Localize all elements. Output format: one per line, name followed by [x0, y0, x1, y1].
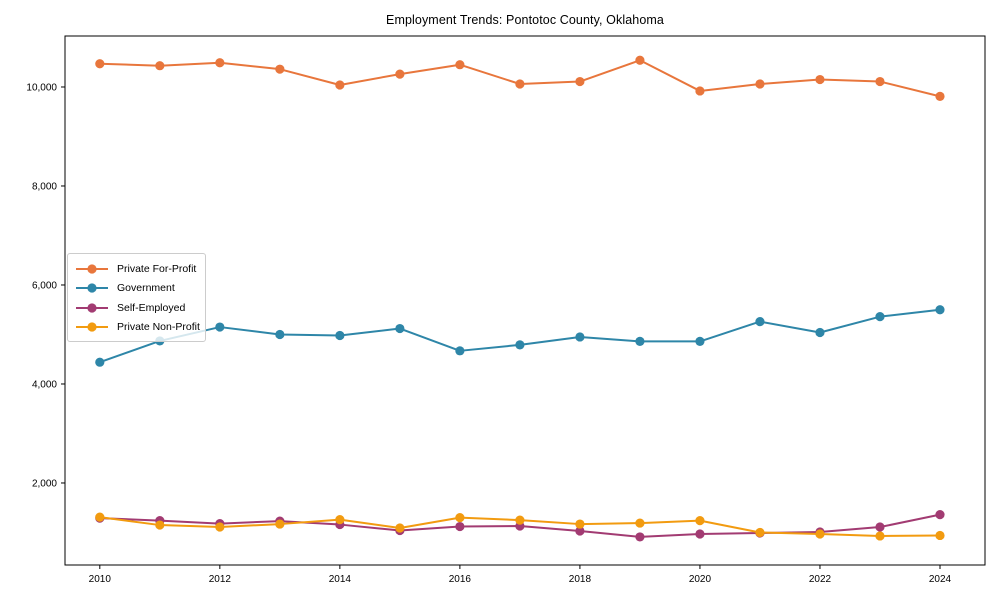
series-line-government — [98, 308, 941, 364]
data-point-private-for-profit — [935, 91, 945, 101]
data-point-self-employed — [575, 526, 585, 536]
legend-item-self-employed: Self-Employed — [74, 298, 199, 318]
data-point-government — [95, 357, 105, 367]
data-point-private-non-profit — [95, 512, 105, 522]
data-point-private-non-profit — [935, 530, 945, 541]
data-point-private-for-profit — [155, 61, 165, 71]
legend-label: Government — [117, 282, 175, 295]
data-point-government — [695, 336, 705, 347]
legend-label: Private Non-Profit — [117, 321, 200, 334]
data-point-private-non-profit — [395, 523, 405, 533]
data-point-private-non-profit — [755, 527, 765, 538]
data-point-self-employed — [935, 510, 945, 520]
data-point-private-non-profit — [575, 519, 585, 529]
data-point-private-for-profit — [335, 80, 345, 90]
legend-marker-icon — [87, 264, 97, 274]
data-point-self-employed — [875, 522, 885, 532]
data-point-private-for-profit — [755, 79, 765, 89]
data-point-private-for-profit — [875, 76, 885, 87]
x-tick-label: 2024 — [929, 574, 952, 585]
data-point-private-for-profit — [455, 60, 465, 70]
legend-swatch-self-employed — [76, 303, 108, 313]
x-tick-label: 2014 — [329, 574, 352, 585]
y-tick-label: 8,000 — [32, 181, 57, 192]
data-point-government — [455, 346, 465, 356]
data-point-private-non-profit — [635, 518, 645, 528]
x-tick-label: 2010 — [89, 574, 112, 585]
legend-item-private-non-profit: Private Non-Profit — [74, 318, 200, 338]
data-point-self-employed — [455, 521, 465, 532]
data-point-government — [635, 336, 645, 347]
y-tick-label: 4,000 — [32, 379, 57, 390]
legend-marker-icon — [87, 283, 97, 293]
data-point-government — [275, 329, 285, 340]
x-tick-label: 2018 — [569, 574, 592, 585]
data-point-private-non-profit — [155, 520, 165, 530]
data-point-self-employed — [695, 529, 705, 539]
data-point-private-for-profit — [575, 76, 585, 87]
data-point-government — [395, 323, 405, 334]
data-point-government — [335, 330, 345, 341]
data-point-private-non-profit — [215, 522, 225, 532]
data-point-private-non-profit — [695, 515, 705, 526]
legend-item-government: Government — [74, 279, 199, 299]
legend: Private For-Profit Government Self-Employe… — [67, 253, 206, 342]
x-tick-label: 2022 — [809, 574, 832, 585]
data-point-government — [815, 327, 825, 338]
data-point-government — [755, 317, 765, 327]
data-point-private-for-profit — [215, 58, 225, 68]
data-point-private-non-profit — [515, 515, 525, 525]
data-point-government — [575, 332, 585, 342]
data-point-government — [935, 305, 945, 315]
chart-title: Employment Trends: Pontotoc County, Okla… — [386, 13, 664, 27]
y-tick-label: 2,000 — [32, 478, 57, 489]
legend-label: Private For-Profit — [117, 262, 197, 275]
data-point-private-for-profit — [515, 79, 525, 89]
data-point-private-for-profit — [815, 74, 825, 85]
data-point-private-for-profit — [395, 69, 405, 79]
y-tick-label: 6,000 — [32, 280, 57, 291]
data-point-private-non-profit — [455, 513, 465, 523]
legend-marker-icon — [87, 303, 97, 313]
legend-swatch-private-non-profit — [76, 322, 108, 332]
data-point-private-non-profit — [815, 529, 825, 539]
y-tick-label: 10,000 — [26, 82, 57, 93]
data-point-government — [515, 340, 525, 350]
data-point-private-for-profit — [95, 59, 105, 69]
data-point-private-for-profit — [695, 86, 705, 96]
legend-swatch-private-for-profit — [76, 264, 108, 274]
data-point-government — [215, 322, 225, 332]
data-point-self-employed — [635, 532, 645, 542]
legend-item-private-for-profit: Private For-Profit — [74, 259, 199, 279]
x-tick-label: 2016 — [449, 574, 472, 585]
data-point-private-non-profit — [275, 519, 285, 529]
legend-label: Self-Employed — [117, 301, 186, 314]
data-point-private-for-profit — [275, 64, 285, 74]
axes-border — [64, 35, 986, 566]
series-line-private-for-profit — [98, 59, 941, 98]
data-point-private-for-profit — [635, 55, 645, 65]
x-tick-label: 2012 — [209, 574, 232, 585]
legend-marker-icon — [87, 322, 97, 332]
data-point-government — [875, 312, 885, 322]
data-point-private-non-profit — [335, 515, 345, 525]
x-tick-label: 2020 — [689, 574, 712, 585]
data-point-private-non-profit — [875, 531, 885, 541]
legend-swatch-government — [76, 283, 108, 293]
